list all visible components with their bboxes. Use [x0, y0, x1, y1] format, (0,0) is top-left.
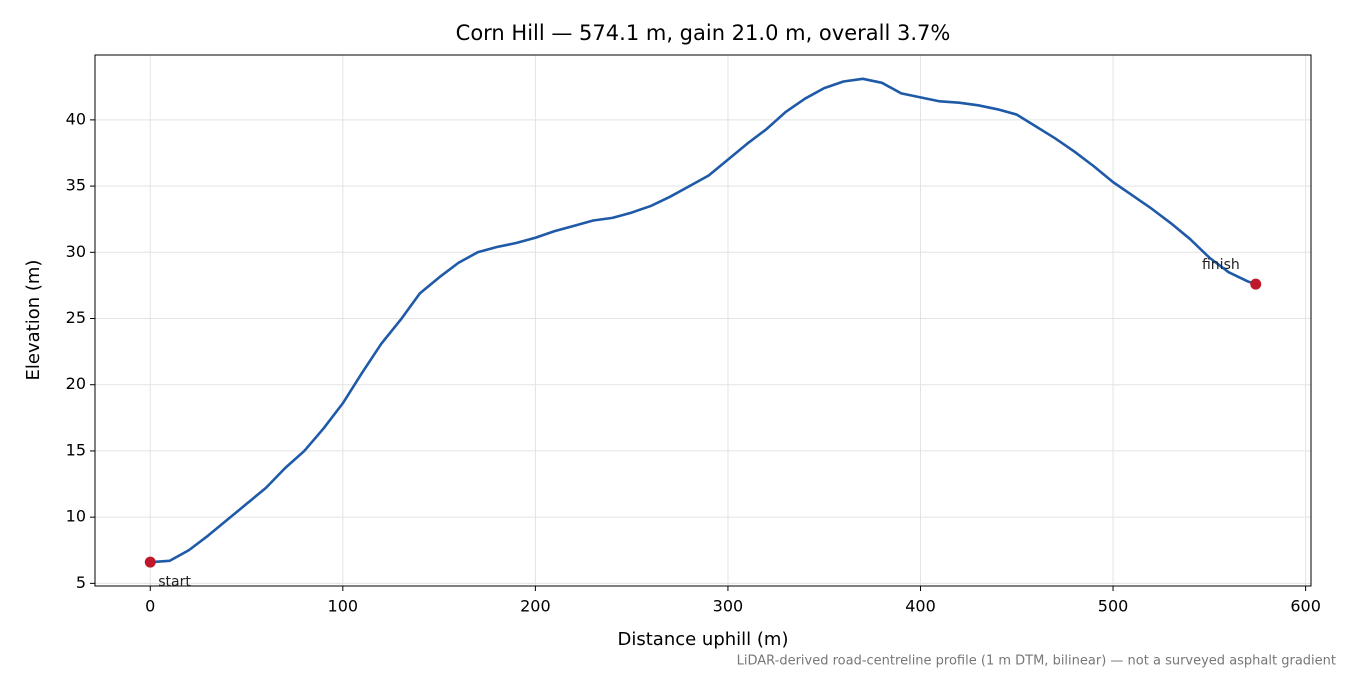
x-tick-label: 100 [328, 597, 359, 616]
x-tick-label: 400 [905, 597, 936, 616]
y-tick-label: 25 [66, 308, 86, 327]
marker-label: start [158, 574, 191, 590]
y-tick-label: 35 [66, 176, 86, 195]
x-tick-label: 600 [1290, 597, 1321, 616]
x-tick-label: 0 [145, 597, 155, 616]
x-axis-label: Distance uphill (m) [618, 629, 789, 650]
marker-label: finish [1202, 257, 1240, 273]
y-tick-label: 20 [66, 374, 86, 393]
elevation-line [150, 77, 1257, 564]
y-tick-label: 5 [76, 573, 86, 592]
x-tick-label: 200 [520, 597, 551, 616]
y-tick-label: 30 [66, 242, 86, 261]
y-tick-label: 10 [66, 507, 86, 526]
plot-frame [94, 54, 1312, 587]
y-tick-label: 15 [66, 440, 86, 459]
footnote: LiDAR-derived road-centreline profile (1… [737, 654, 1336, 669]
x-tick-label: 300 [713, 597, 744, 616]
marker-point [144, 556, 156, 568]
y-tick-label: 40 [66, 109, 86, 128]
x-tick-label: 500 [1098, 597, 1129, 616]
chart-title: Corn Hill — 574.1 m, gain 21.0 m, overal… [456, 21, 951, 45]
y-axis-label: Elevation (m) [23, 260, 44, 381]
marker-point [1250, 278, 1262, 290]
